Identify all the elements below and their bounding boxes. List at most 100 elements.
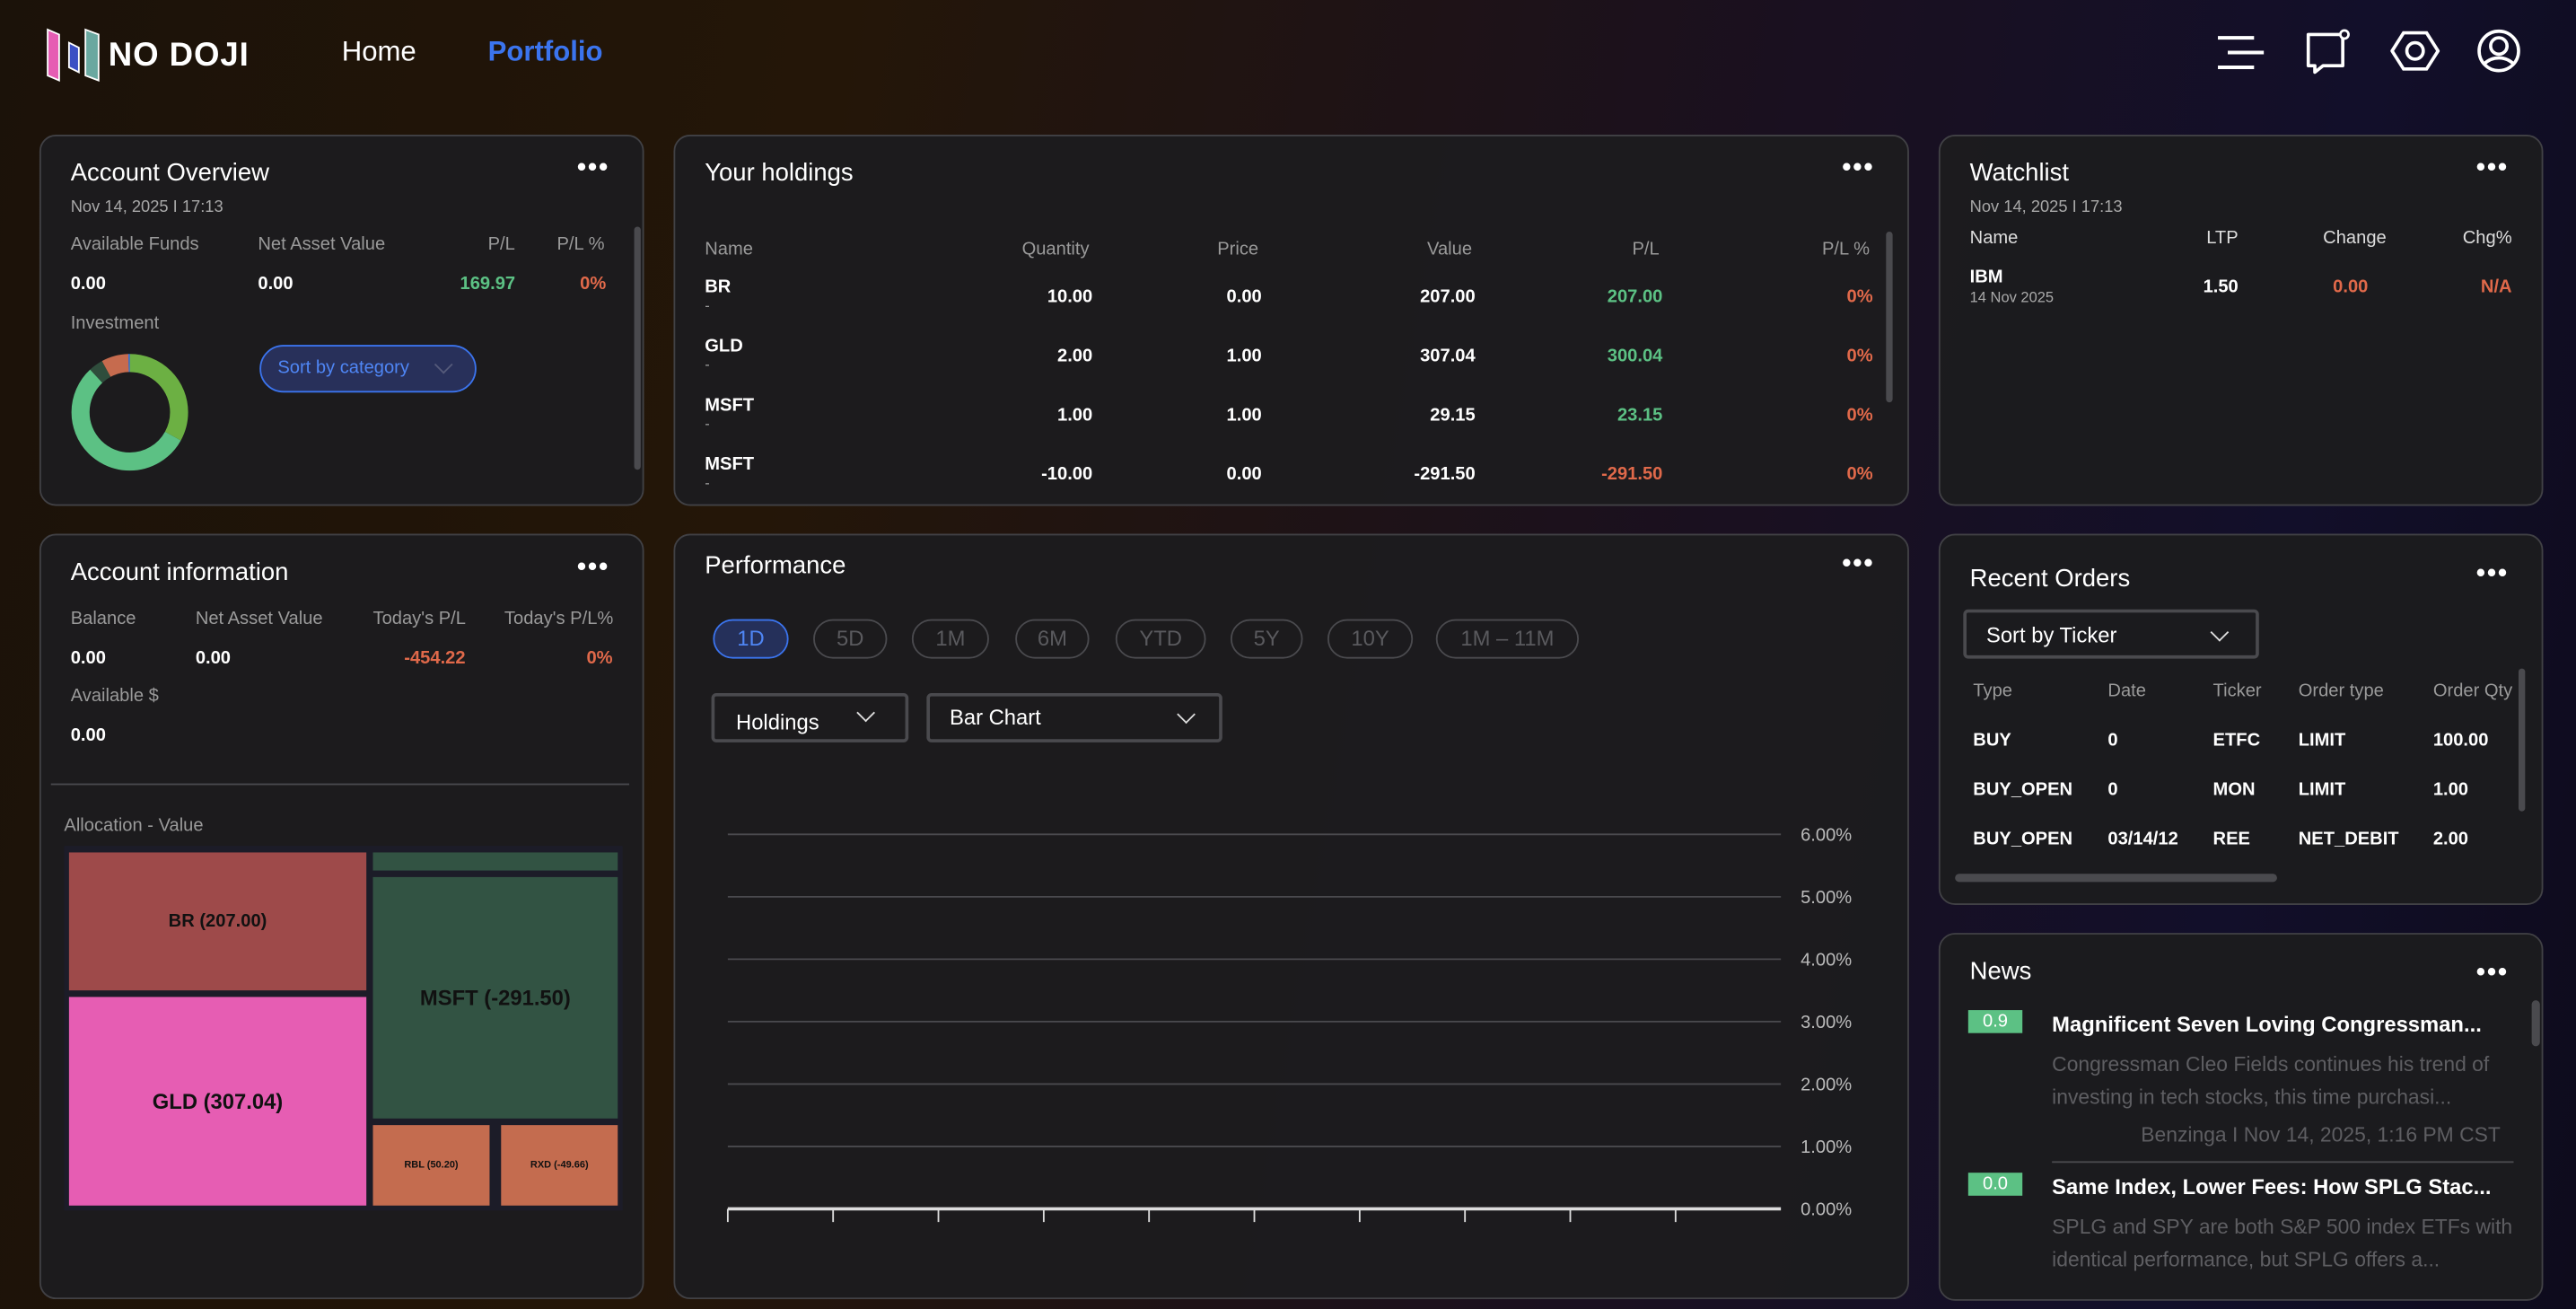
order-cell: ETFC [2212, 731, 2261, 751]
treemap-tile-br[interactable]: BR (207.00) [68, 852, 367, 991]
table-row[interactable]: MSFT - 1.00 1.00 29.15 23.15 0% [675, 395, 1907, 445]
table-row[interactable]: BUY 0 ETFC LIMIT 100.00 [1941, 731, 2532, 757]
y-tick-label: 5.00% [1801, 888, 1852, 908]
chevron-down-icon [1177, 705, 1196, 725]
holding-name: MSFT [705, 395, 755, 416]
holding-sub: - [705, 297, 710, 314]
table-row[interactable]: BUY_OPEN 03/14/12 REE NET_DEBIT 2.00 [1941, 830, 2532, 856]
treemap-tile-msft[interactable]: MSFT (-291.50) [372, 876, 618, 1119]
today-pl-pct-value: 0% [586, 648, 613, 669]
settings-icon[interactable] [2390, 28, 2440, 74]
nav-home[interactable]: Home [341, 36, 416, 68]
treemap-tile-gld[interactable]: GLD (307.04) [68, 997, 367, 1206]
range-10y[interactable]: 10Y [1327, 619, 1414, 659]
nav-value: 0.00 [195, 648, 232, 669]
panel-title: Recent Orders [1969, 565, 2131, 593]
panel-title: Performance [705, 551, 846, 580]
balance-value: 0.00 [70, 648, 106, 669]
more-options-icon[interactable]: ••• [1842, 154, 1875, 183]
order-cell: 0 [2107, 731, 2118, 751]
tile-label: RBL (50.20) [404, 1160, 459, 1171]
change: 0.00 [2333, 277, 2369, 298]
allocation-title: Allocation - Value [64, 816, 204, 837]
cell-pl: 300.04 [1607, 347, 1663, 366]
cell-price: 0.00 [1226, 287, 1262, 308]
column-header: Ticker [2212, 681, 2262, 702]
dropdown-value: Bar Chart [949, 704, 1041, 730]
range-1m11m[interactable]: 1M – 11M [1435, 619, 1580, 659]
donut-segment-gld [71, 354, 188, 471]
user-icon[interactable] [2475, 26, 2524, 75]
more-options-icon[interactable]: ••• [2475, 154, 2510, 183]
holding-name: MSFT [705, 454, 755, 475]
more-options-icon[interactable]: ••• [2475, 959, 2510, 988]
chg-pct: N/A [2480, 277, 2512, 298]
range-1d[interactable]: 1D [713, 619, 789, 659]
cell-pl: 207.00 [1607, 287, 1663, 308]
tile-label: RXD (-49.66) [530, 1160, 589, 1171]
available-label: Available $ [70, 686, 159, 707]
range-6m[interactable]: 6M [1015, 619, 1090, 659]
scrollbar[interactable] [2531, 1000, 2540, 1047]
y-tick-label: 3.00% [1801, 1013, 1852, 1032]
range-5d[interactable]: 5D [813, 619, 888, 659]
more-options-icon[interactable]: ••• [576, 553, 610, 582]
order-cell: REE [2212, 829, 2250, 849]
nav-portfolio[interactable]: Portfolio [487, 36, 603, 68]
order-cell: NET_DEBIT [2298, 829, 2399, 849]
donut-segment-rpi [71, 354, 188, 471]
divider [2052, 1161, 2514, 1164]
cell-qty: -10.00 [1041, 464, 1093, 485]
chevron-down-icon [434, 355, 453, 374]
chart-type-dropdown[interactable]: Bar Chart [926, 693, 1222, 742]
more-options-icon[interactable]: ••• [576, 154, 610, 183]
range-5y[interactable]: 5Y [1230, 619, 1303, 659]
order-cell: 0 [2107, 779, 2118, 800]
range-ytd[interactable]: YTD [1115, 619, 1206, 659]
range-1m[interactable]: 1M [911, 619, 989, 659]
sort-by-ticker-dropdown[interactable]: Sort by Ticker [1963, 609, 2259, 659]
news-summary: SPLG and SPY are both S&P 500 index ETFs… [2052, 1215, 2513, 1271]
column-header: Date [2107, 681, 2146, 702]
holdings-dropdown[interactable]: Holdings [711, 693, 909, 742]
y-tick-label: 0.00% [1801, 1200, 1852, 1220]
cell-pl: -291.50 [1601, 464, 1663, 485]
table-row[interactable]: BUY_OPEN 0 MON LIMIT 1.00 [1941, 780, 2532, 806]
chat-icon[interactable] [2303, 28, 2353, 75]
treemap-tile-small[interactable] [372, 852, 618, 871]
column-header: P/L [1632, 240, 1660, 260]
holding-sub: - [705, 415, 710, 433]
treemap-tile-rbl[interactable]: RBL (50.20) [372, 1125, 490, 1206]
logo-icon[interactable] [46, 28, 105, 83]
tile-label: GLD (307.04) [152, 1088, 284, 1114]
chevron-down-icon [2210, 622, 2230, 642]
order-cell: LIMIT [2298, 731, 2346, 751]
order-cell: BUY_OPEN [1973, 829, 2073, 849]
more-options-icon[interactable]: ••• [2475, 559, 2510, 588]
news-headline: Magnificent Seven Loving Congressman... [2052, 1011, 2482, 1037]
more-options-icon[interactable]: ••• [1842, 549, 1875, 578]
panel-title: Account information [70, 558, 289, 587]
news-item[interactable]: 0.0 Same Index, Lower Fees: How SPLG Stac… [1941, 1173, 2532, 1299]
sort-by-category-dropdown[interactable]: Sort by category [259, 345, 477, 393]
table-row[interactable]: BR - 10.00 0.00 207.00 207.00 0% [675, 277, 1907, 327]
vertical-scrollbar[interactable] [2519, 668, 2526, 812]
scrollbar[interactable] [1886, 231, 1893, 403]
scrollbar[interactable] [634, 226, 641, 470]
table-row[interactable]: MSFT - -10.00 0.00 -291.50 -291.50 0% [675, 454, 1907, 505]
news-summary: Congressman Cleo Fields continues his tr… [2052, 1052, 2490, 1109]
timestamp: Nov 14, 2025 I 17:13 [1969, 198, 2123, 217]
treemap-tile-rxd[interactable]: RXD (-49.66) [501, 1125, 618, 1206]
cell-price: 0.00 [1226, 464, 1262, 485]
dropdown-value: Sort by Ticker [1985, 622, 2117, 647]
cell-qty: 10.00 [1047, 287, 1093, 308]
horizontal-scrollbar[interactable] [1955, 874, 2277, 883]
available-funds-value: 0.00 [70, 274, 106, 294]
cell-qty: 2.00 [1057, 347, 1093, 366]
column-header: Name [705, 240, 753, 260]
news-item[interactable]: 0.9 Magnificent Seven Loving Congressman.… [1941, 1010, 2532, 1166]
column-header: Type [1973, 681, 2012, 702]
table-row[interactable]: GLD - 2.00 1.00 307.04 300.04 0% [675, 337, 1907, 386]
menu-icon[interactable] [2214, 33, 2265, 73]
